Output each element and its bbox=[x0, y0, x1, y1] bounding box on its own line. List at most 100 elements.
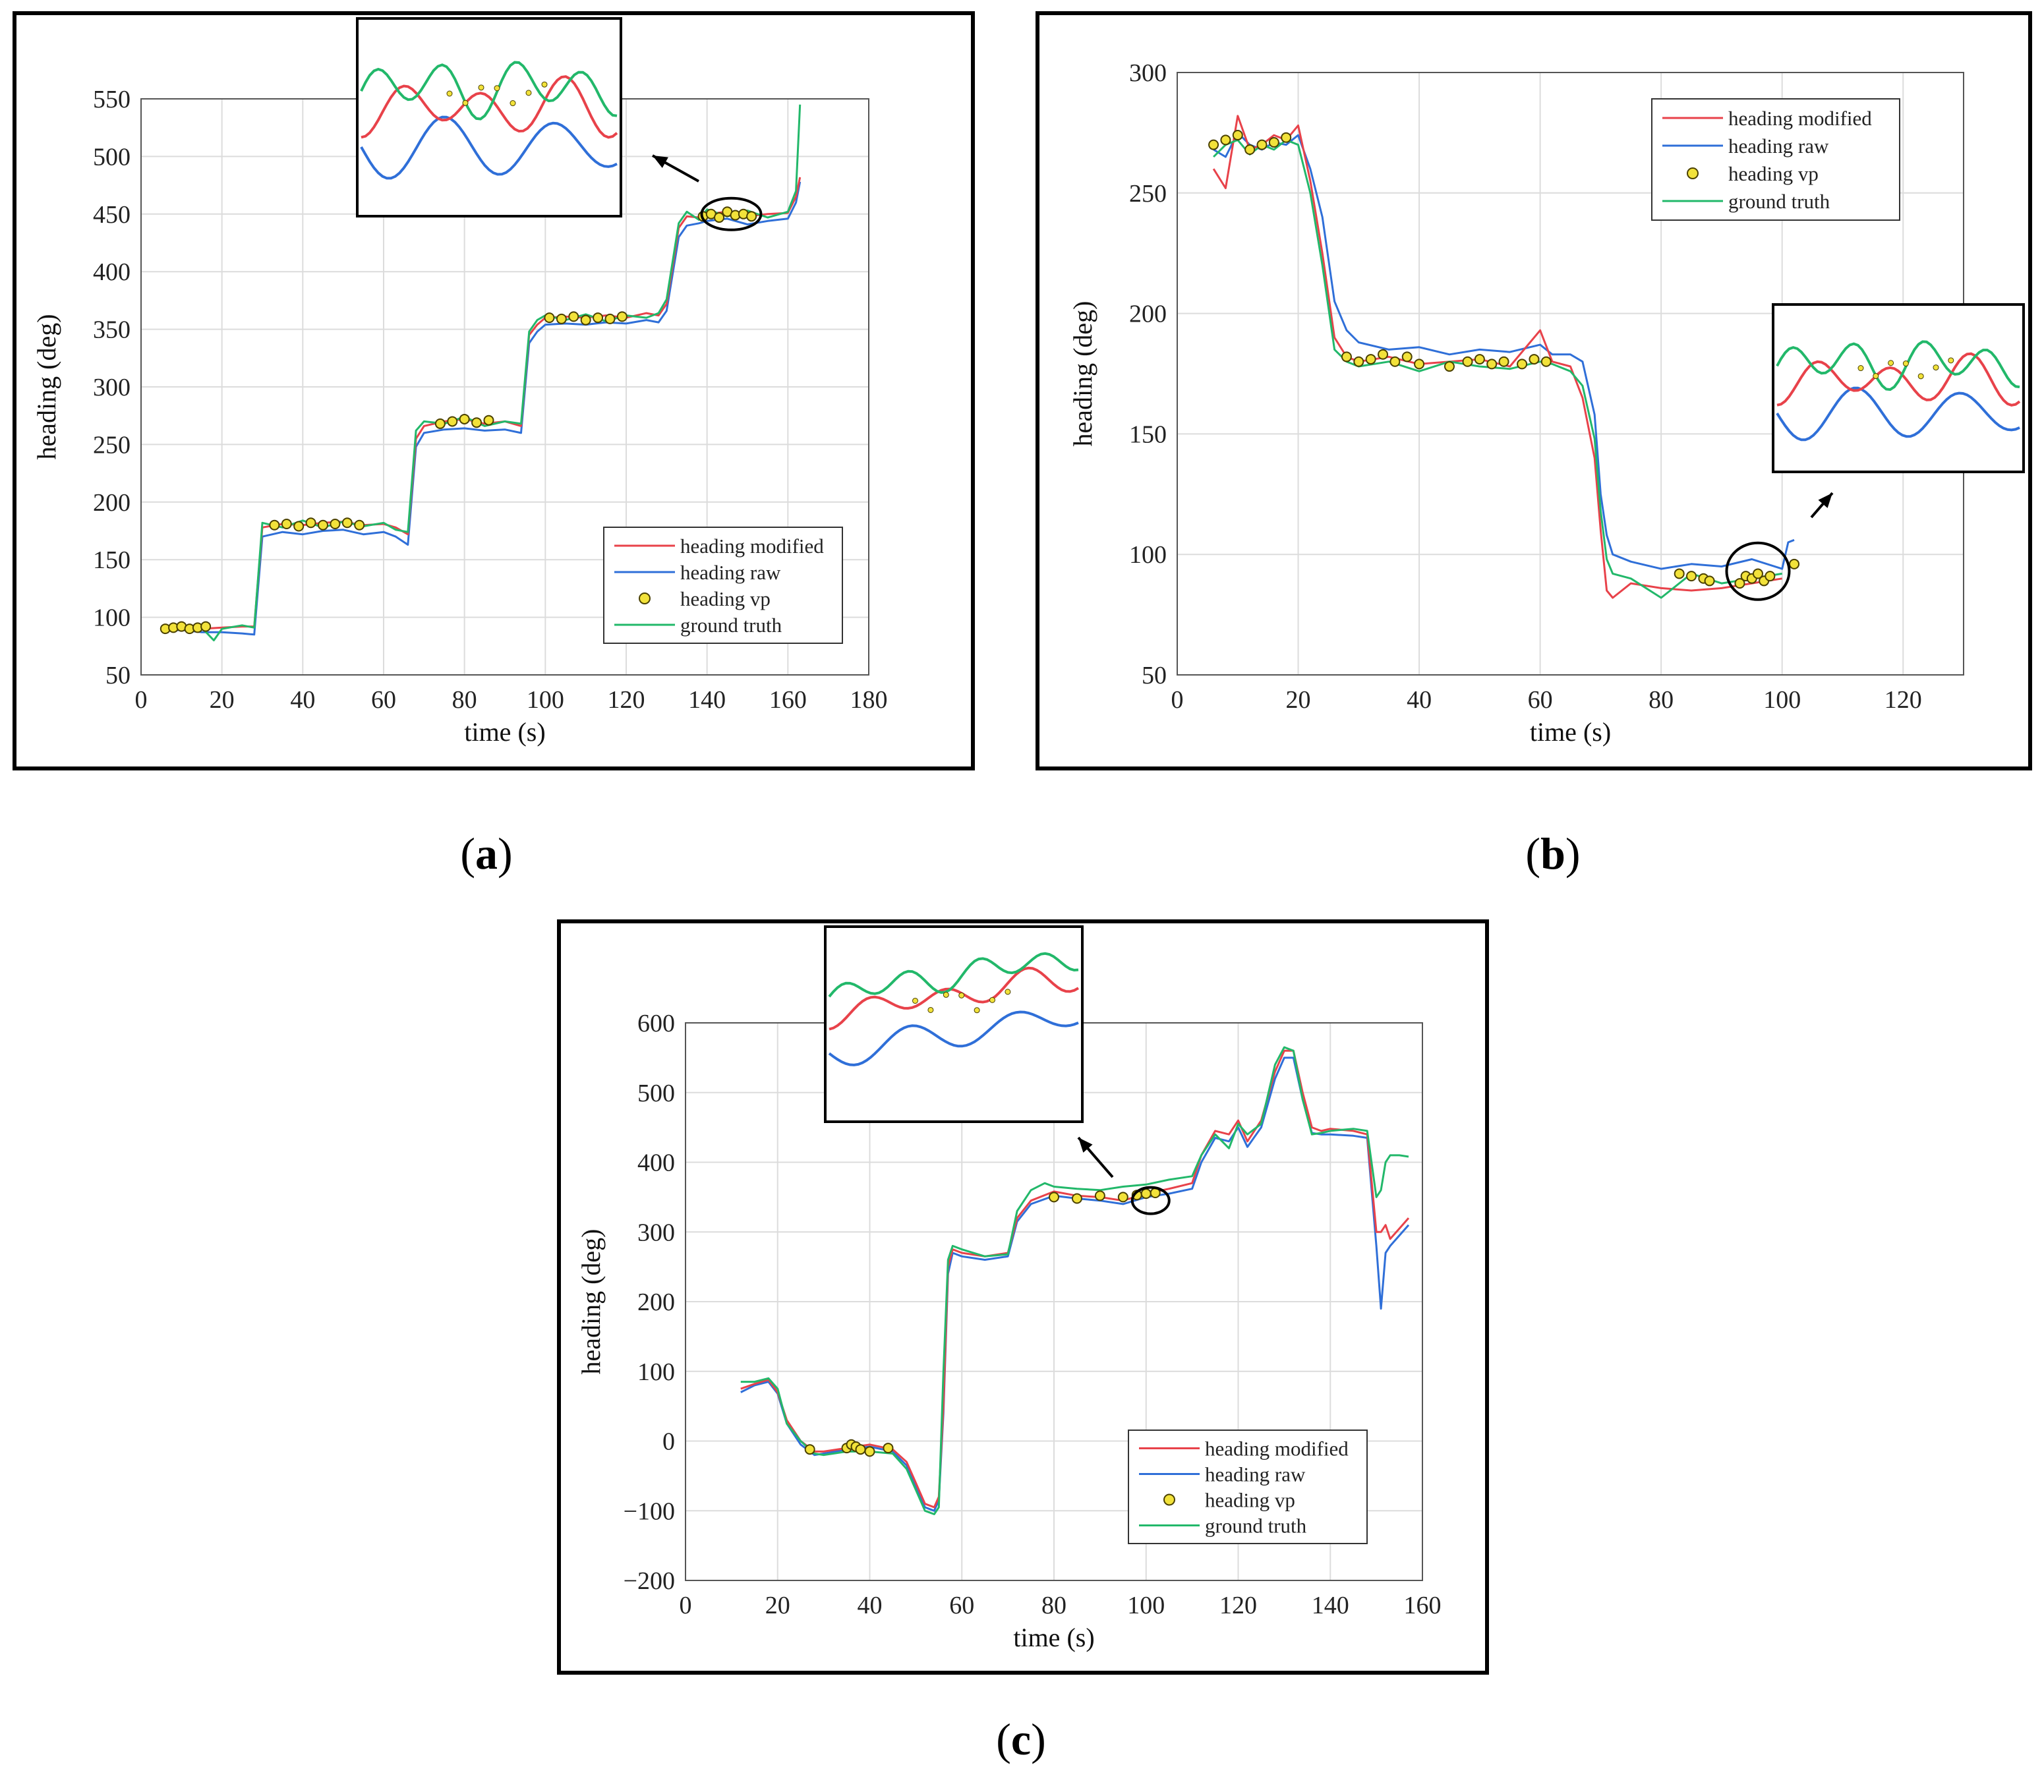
x-tick-label: 80 bbox=[1649, 686, 1674, 714]
vp-point bbox=[1686, 571, 1697, 582]
inset-plot bbox=[1776, 340, 2021, 442]
inset-plot bbox=[360, 61, 618, 180]
vp-point bbox=[483, 415, 494, 426]
legend: heading modified heading raw heading vp gro… bbox=[1651, 98, 1900, 221]
y-tick-label: 100 bbox=[1129, 541, 1167, 569]
vp-point bbox=[580, 314, 591, 326]
vp-point bbox=[1704, 575, 1715, 587]
inset-vp-point bbox=[974, 1007, 980, 1014]
inset-vp-point bbox=[541, 81, 548, 88]
panel-b: 0 20 40 60 80 100 120 50 100 150 200 250 300 time (s)… bbox=[1036, 11, 2032, 770]
y-tick-label: 600 bbox=[637, 1010, 675, 1037]
vp-point bbox=[200, 621, 212, 632]
vp-point bbox=[1094, 1190, 1105, 1201]
x-tick-label: 100 bbox=[527, 686, 564, 714]
y-tick-label: 500 bbox=[93, 143, 131, 171]
zoom-arrow-head bbox=[1818, 493, 1832, 508]
vp-point bbox=[1752, 568, 1763, 579]
inset-vp-point bbox=[478, 84, 484, 91]
y-tick-label: 350 bbox=[93, 316, 131, 344]
legend-label-raw: heading raw bbox=[680, 561, 781, 584]
x-tick-label: 140 bbox=[688, 686, 726, 714]
vp-point bbox=[341, 517, 353, 529]
x-tick-label: 60 bbox=[371, 686, 396, 714]
vp-point bbox=[354, 519, 365, 531]
vp-point bbox=[318, 519, 328, 531]
x-tick-label: 160 bbox=[769, 686, 807, 714]
legend-label-truth: ground truth bbox=[1728, 190, 1830, 213]
vp-point bbox=[1765, 571, 1776, 582]
inset-box bbox=[356, 17, 622, 217]
legend-marker-vp bbox=[1163, 1493, 1175, 1506]
vp-point bbox=[1208, 139, 1219, 150]
x-tick-label: 100 bbox=[1127, 1592, 1165, 1619]
vp-point bbox=[1517, 359, 1528, 370]
vp-point bbox=[1365, 354, 1376, 365]
x-tick-label: 120 bbox=[1884, 686, 1922, 714]
vp-point bbox=[556, 313, 567, 324]
y-tick-label: 400 bbox=[637, 1149, 675, 1177]
y-axis-label: heading (deg) bbox=[576, 1228, 606, 1374]
x-tick-label: 100 bbox=[1763, 686, 1801, 714]
inset-vp-point bbox=[494, 85, 500, 92]
vp-point bbox=[305, 517, 316, 529]
y-tick-label: 250 bbox=[93, 431, 131, 459]
vp-point bbox=[1734, 578, 1745, 589]
inset-vp-point bbox=[1857, 365, 1864, 372]
inset-vp-point bbox=[510, 100, 516, 107]
inset-line-modified bbox=[829, 966, 1079, 1031]
y-tick-label: 200 bbox=[1129, 301, 1167, 328]
x-tick-label: 180 bbox=[850, 686, 888, 714]
panel-a: 0 20 40 60 80 100 120 140 160 180 50 100 150 200 250 30… bbox=[13, 11, 975, 770]
legend-label-raw: heading raw bbox=[1728, 134, 1829, 158]
x-tick-label: 60 bbox=[949, 1592, 974, 1619]
legend-label-modified: heading modified bbox=[1728, 107, 1872, 130]
x-axis-label: time (s) bbox=[1530, 717, 1611, 747]
vp-point bbox=[1353, 356, 1364, 367]
inset-line-raw bbox=[360, 115, 618, 180]
inset-line-raw bbox=[1776, 386, 2020, 442]
vp-point bbox=[1140, 1188, 1152, 1199]
vp-point bbox=[1341, 351, 1352, 362]
legend: heading modified heading raw heading vp gro… bbox=[1128, 1430, 1368, 1544]
vp-point bbox=[1401, 351, 1413, 362]
inset-vp-point bbox=[1917, 373, 1924, 380]
zoom-arrow-head bbox=[1078, 1138, 1093, 1153]
zoom-ellipse bbox=[1130, 1186, 1171, 1215]
y-tick-label: 400 bbox=[93, 258, 131, 286]
panel-c: 0 20 40 60 80 100 120 140 160 −200 −100 0 100 200 300 4… bbox=[557, 919, 1489, 1675]
vp-point bbox=[1444, 361, 1455, 372]
vp-point bbox=[544, 312, 555, 324]
legend-label-vp: heading vp bbox=[680, 587, 771, 610]
zoom-ellipse bbox=[1725, 541, 1791, 601]
caption-a: (a) bbox=[460, 828, 512, 879]
y-tick-label: 150 bbox=[1129, 420, 1167, 448]
x-tick-label: 40 bbox=[858, 1592, 883, 1619]
vp-point bbox=[593, 312, 604, 324]
x-tick-label: 140 bbox=[1312, 1592, 1349, 1619]
y-tick-label: 450 bbox=[93, 201, 131, 229]
legend-marker-vp bbox=[1687, 167, 1699, 179]
x-tick-label: 80 bbox=[452, 686, 477, 714]
inset-line-truth bbox=[360, 61, 618, 121]
y-axis-label: heading (deg) bbox=[32, 314, 61, 459]
inset-line-truth bbox=[1776, 340, 2020, 391]
inset-box bbox=[1772, 303, 2025, 473]
vp-point bbox=[269, 519, 280, 531]
x-axis-label: time (s) bbox=[464, 717, 545, 747]
vp-point bbox=[1378, 349, 1389, 360]
legend-label-raw: heading raw bbox=[1205, 1463, 1306, 1486]
x-tick-label: 0 bbox=[1171, 686, 1184, 714]
inset-line-truth bbox=[828, 952, 1079, 998]
vp-point bbox=[1389, 356, 1401, 367]
y-tick-label: 100 bbox=[637, 1358, 675, 1386]
vp-point bbox=[471, 417, 482, 428]
y-tick-label: 50 bbox=[1142, 662, 1167, 689]
vp-point bbox=[434, 418, 446, 429]
y-tick-label: 200 bbox=[93, 489, 131, 517]
legend-label-vp: heading vp bbox=[1205, 1489, 1295, 1512]
inset-vp-point bbox=[462, 100, 469, 106]
vp-point bbox=[714, 212, 725, 223]
legend-label-truth: ground truth bbox=[680, 614, 782, 637]
